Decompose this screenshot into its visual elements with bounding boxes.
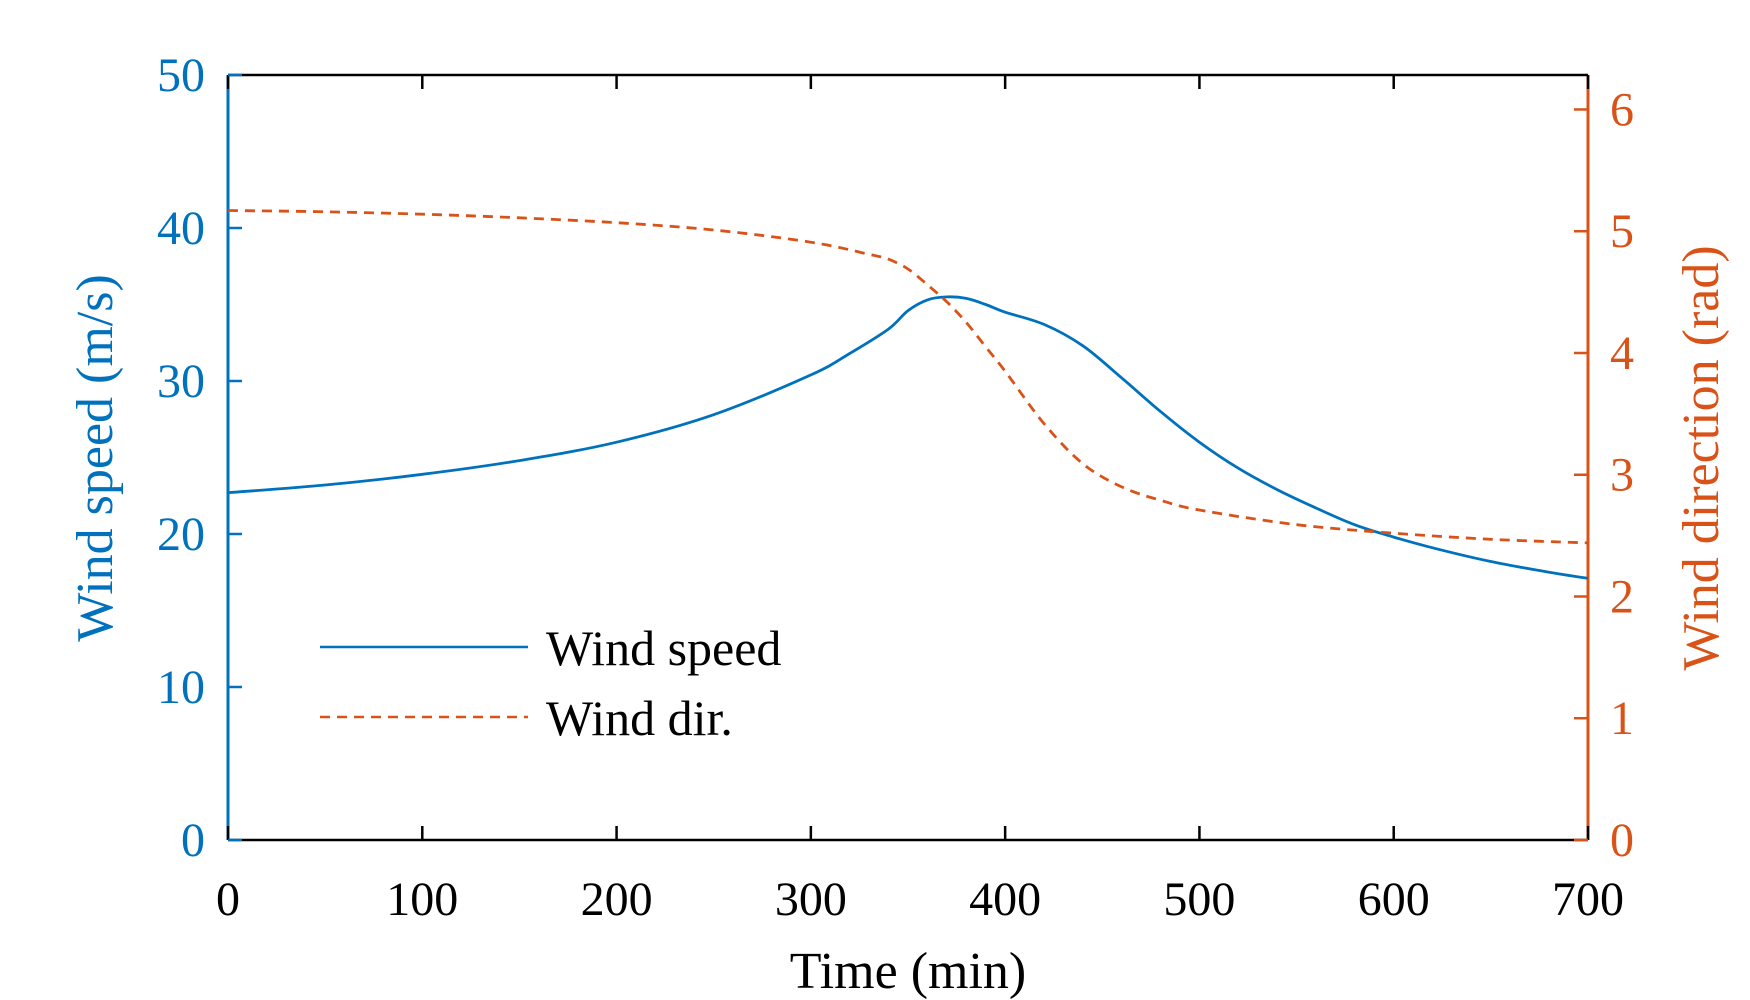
x-tick-label: 0 bbox=[216, 873, 240, 926]
y-right-axis-title: Wind direction (rad) bbox=[1673, 245, 1730, 670]
y-left-tick-label: 10 bbox=[157, 661, 205, 714]
y-left-tick-label: 30 bbox=[157, 355, 205, 408]
y-left-tick-label: 50 bbox=[157, 49, 205, 102]
x-tick-label: 600 bbox=[1358, 873, 1430, 926]
series-line-wind-speed bbox=[227, 295, 1589, 580]
y-left-tick-label: 20 bbox=[157, 508, 205, 561]
x-axis-title: Time (min) bbox=[790, 943, 1026, 1000]
series-line-wind-direction bbox=[227, 209, 1589, 545]
y-right-tick-label: 1 bbox=[1610, 692, 1634, 745]
y-left-tick-label: 0 bbox=[181, 814, 205, 867]
x-tick-label: 700 bbox=[1552, 873, 1624, 926]
x-tick-label: 400 bbox=[969, 873, 1041, 926]
x-tick-label: 100 bbox=[386, 873, 458, 926]
legend-label-direction: Wind dir. bbox=[546, 690, 733, 746]
legend: Wind speed Wind dir. bbox=[320, 620, 781, 746]
legend-label-speed: Wind speed bbox=[546, 620, 781, 676]
series-layer bbox=[227, 209, 1589, 580]
y-left-tick-label: 40 bbox=[157, 202, 205, 255]
y-left-axis-title: Wind speed (m/s) bbox=[67, 274, 124, 642]
x-tick-label: 500 bbox=[1163, 873, 1235, 926]
x-tick-label: 300 bbox=[775, 873, 847, 926]
y-right-tick-label: 0 bbox=[1610, 814, 1634, 867]
x-tick-label: 200 bbox=[581, 873, 653, 926]
y-right-tick-label: 6 bbox=[1610, 83, 1634, 136]
y-right-tick-label: 2 bbox=[1610, 570, 1634, 623]
y-right-tick-label: 3 bbox=[1610, 449, 1634, 502]
y-right-tick-label: 5 bbox=[1610, 205, 1634, 258]
y-right-tick-label: 4 bbox=[1610, 327, 1634, 380]
